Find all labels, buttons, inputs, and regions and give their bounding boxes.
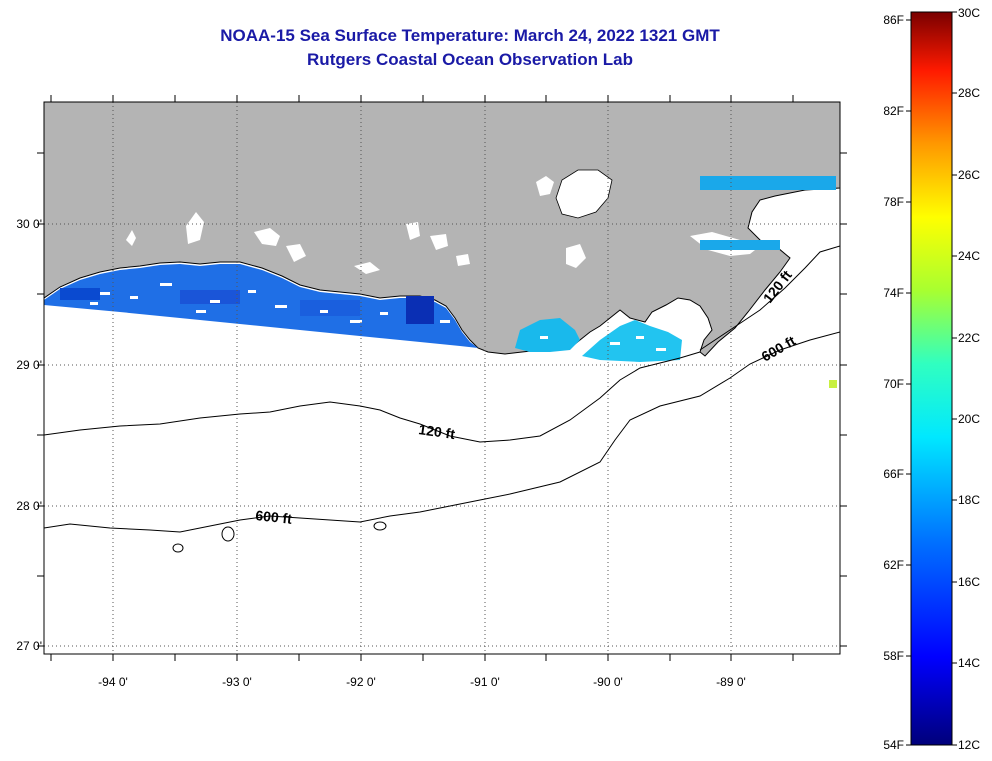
colorbar-label-c: 16C [958,575,980,589]
colorbar-label-f: 58F [883,649,904,663]
map-frame [43,101,841,655]
contour-label: 600 ft [255,507,293,527]
colorbar-label-c: 22C [958,331,980,345]
shoal [221,526,235,542]
colorbar-label-f: 86F [883,13,904,27]
colorbar-label-f: 74F [883,286,904,300]
contour-120ft-east [699,245,840,351]
lat-tick-label: 30 0' [16,217,42,231]
lake [286,244,306,262]
sst-patch [406,296,434,324]
lat-tick-label: 27 0' [16,639,42,653]
lake [555,169,613,219]
sst-patch [60,288,100,300]
sst-patch [180,290,240,304]
lat-tick-label: 28 0' [16,499,42,513]
colorbar-label-c: 18C [958,493,980,507]
lon-tick-label: -92 0' [346,675,376,689]
lon-tick-label: -94 0' [98,675,128,689]
colorbar-label-c: 30C [958,6,980,20]
sst-pixel [829,380,837,388]
sst-swath-delta [515,318,580,352]
colorbar [910,11,953,746]
contour-600ft-west [44,331,840,533]
sst-swath-east [582,320,682,362]
axis-ticks [37,95,847,661]
lake [566,244,586,268]
colorbar-label-f: 70F [883,377,904,391]
cloud-mask [540,336,666,351]
lon-tick-label: -89 0' [716,675,746,689]
colorbar-label-c: 28C [958,86,980,100]
colorbar-label-c: 26C [958,168,980,182]
shoal [373,521,387,531]
colorbar-label-c: 24C [958,249,980,263]
colorbar-label-f: 54F [883,738,904,752]
sst-streak [700,240,780,250]
lake [430,234,448,250]
map-title: NOAA-15 Sea Surface Temperature: March 2… [220,26,720,45]
colorbar-label-f: 62F [883,558,904,572]
contour-120ft-west [44,351,701,443]
lon-tick-label: -93 0' [222,675,252,689]
lon-tick-label: -90 0' [593,675,623,689]
lake [354,262,380,274]
shoal [172,543,184,553]
lake [126,230,136,246]
lat-tick-label: 29 0' [16,358,42,372]
sst-swath-west [44,264,478,348]
sst-streak [700,176,836,190]
map-subtitle: Rutgers Coastal Ocean Observation Lab [307,50,633,69]
colorbar-label-f: 66F [883,467,904,481]
lake [406,222,420,240]
lake [186,212,204,244]
contour-label: 120 ft [418,421,457,442]
sst-patch [300,300,360,316]
graticule [44,102,840,654]
cloud-mask [90,283,450,323]
colorbar-label-c: 14C [958,656,980,670]
lake [254,228,280,246]
colorbar-label-c: 20C [958,412,980,426]
colorbar-label-c: 12C [958,738,980,752]
lake [456,254,470,266]
colorbar-label-f: 78F [883,195,904,209]
colorbar-ticks [906,11,957,746]
lake [536,176,554,196]
colorbar-label-f: 82F [883,104,904,118]
lon-tick-label: -91 0' [470,675,500,689]
